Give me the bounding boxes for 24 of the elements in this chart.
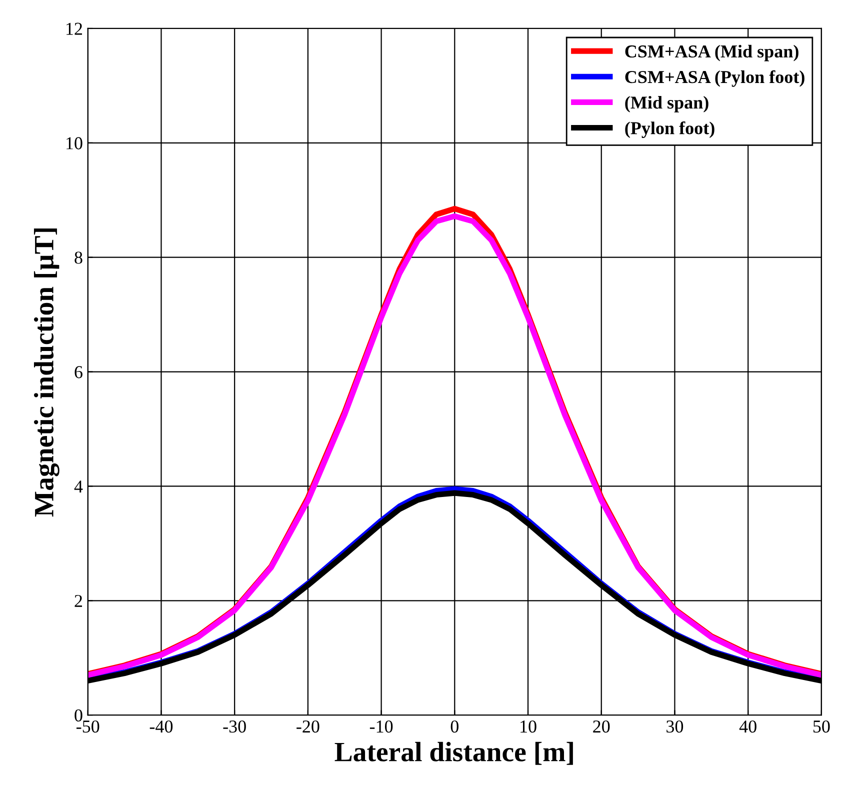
y-tick-label: 10: [66, 137, 82, 150]
y-tick-label: 2: [74, 594, 82, 607]
x-tick-label: 50: [813, 720, 830, 733]
y-tick-label: 6: [74, 366, 82, 378]
x-tick-label: 10: [520, 720, 536, 733]
x-tick-label: -40: [150, 720, 173, 733]
x-tick-label: 30: [666, 720, 684, 733]
legend-label: (Mid span): [625, 96, 708, 112]
legend-label: CSM+ASA (Pylon foot): [625, 70, 804, 87]
x-axis-title: Lateral distance [m]: [334, 742, 573, 765]
y-tick-label: 8: [74, 252, 82, 264]
x-tick-label: -20: [296, 720, 320, 733]
y-tick-label: 0: [74, 709, 82, 722]
x-tick-label: 20: [593, 720, 610, 733]
y-tick-label: 12: [66, 22, 82, 35]
legend-label: (Pylon foot): [625, 121, 714, 138]
legend-label: CSM+ASA (Mid span): [625, 44, 798, 62]
y-axis-title: Magnetic induction [µT]: [34, 228, 60, 517]
y-tick-label: 4: [74, 480, 83, 492]
x-tick-label: -10: [370, 720, 393, 733]
x-tick-label: 40: [739, 720, 756, 733]
x-tick-label: -30: [223, 720, 246, 733]
x-tick-label: -50: [76, 720, 100, 733]
x-tick-label: 0: [450, 720, 458, 733]
